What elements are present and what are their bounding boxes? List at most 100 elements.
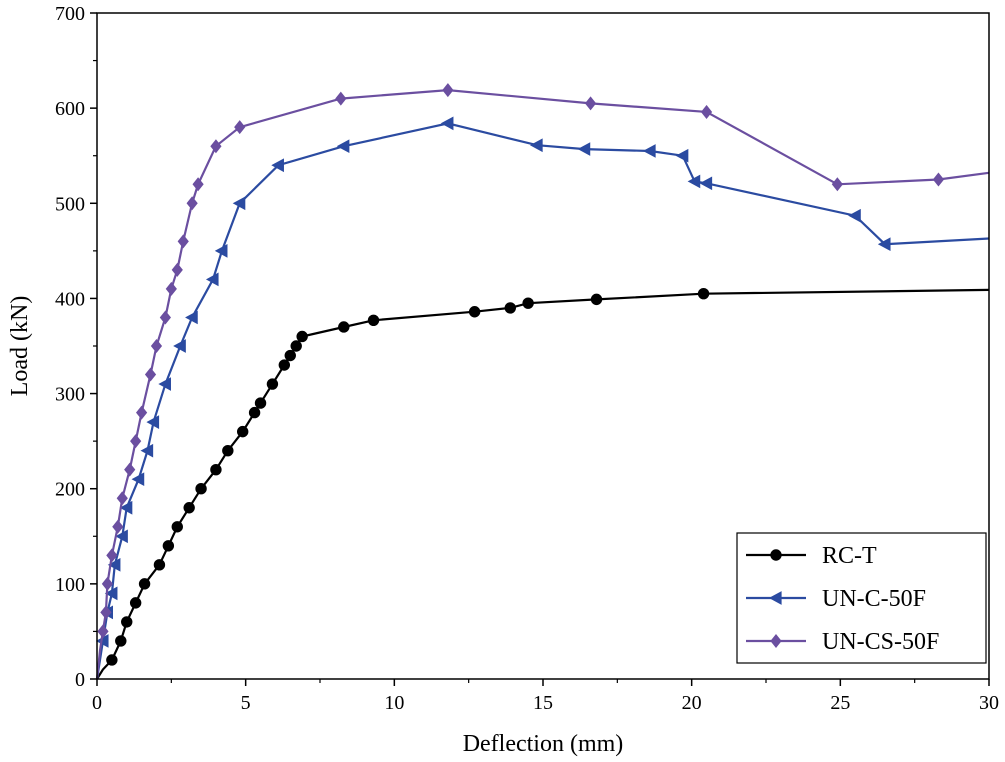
data-point xyxy=(590,293,603,306)
data-point xyxy=(186,196,198,211)
data-point xyxy=(97,624,109,639)
y-tick-label: 500 xyxy=(55,193,85,215)
data-point xyxy=(112,519,124,534)
data-point xyxy=(296,330,308,343)
data-point xyxy=(236,425,249,438)
data-point xyxy=(107,557,121,572)
series-rc-t xyxy=(96,287,990,680)
series-un-cs-50f xyxy=(95,83,990,680)
data-point xyxy=(131,472,145,487)
data-point xyxy=(183,502,195,514)
data-point xyxy=(205,272,219,287)
data-point xyxy=(150,338,163,354)
legend-marker xyxy=(768,591,782,605)
data-point xyxy=(234,120,246,135)
data-point xyxy=(185,310,198,325)
data-point xyxy=(697,287,710,300)
x-tick-label: 10 xyxy=(384,692,404,714)
legend-label: RC-T xyxy=(822,543,877,569)
data-point xyxy=(158,377,171,391)
y-axis-title: Load (kN) xyxy=(7,296,33,397)
x-tick-label: 25 xyxy=(830,692,850,714)
data-point xyxy=(699,176,713,191)
y-tick-label: 700 xyxy=(55,3,85,25)
x-axis-title: Deflection (mm) xyxy=(463,731,624,757)
legend-marker xyxy=(770,633,782,649)
legend-entry: UN-C-50F xyxy=(746,586,926,612)
data-point xyxy=(338,321,350,333)
data-point xyxy=(254,397,267,409)
data-point xyxy=(121,616,133,628)
data-point xyxy=(101,576,114,591)
data-point xyxy=(195,483,207,495)
data-point xyxy=(504,302,516,314)
data-point xyxy=(106,654,118,666)
y-tick-label: 600 xyxy=(55,98,85,120)
data-point xyxy=(104,586,118,601)
data-point xyxy=(271,158,284,173)
data-point xyxy=(831,177,843,192)
data-point xyxy=(192,177,204,192)
data-point xyxy=(468,306,481,318)
data-point xyxy=(284,349,296,362)
x-tick-label: 0 xyxy=(92,692,102,714)
legend-label: UN-CS-50F xyxy=(822,629,939,655)
data-point xyxy=(222,444,234,457)
legend-entry: RC-T xyxy=(746,543,877,569)
data-point xyxy=(106,548,118,563)
y-tick-label: 200 xyxy=(55,479,85,501)
data-point xyxy=(530,138,543,153)
data-point xyxy=(642,144,656,158)
x-tick-label: 5 xyxy=(241,692,251,714)
data-point xyxy=(848,208,861,223)
data-point xyxy=(367,314,380,327)
data-point xyxy=(177,234,189,249)
data-point xyxy=(159,310,171,325)
data-point xyxy=(290,340,302,352)
data-point xyxy=(442,83,454,98)
legend-marker xyxy=(770,549,782,561)
data-point xyxy=(577,142,591,156)
plot-series-layer xyxy=(95,83,990,680)
x-tick-label: 30 xyxy=(979,692,999,714)
data-point xyxy=(210,463,222,476)
data-point xyxy=(932,172,945,187)
data-point xyxy=(115,635,127,647)
data-point xyxy=(440,116,454,131)
x-tick-label: 20 xyxy=(682,692,702,714)
data-point xyxy=(877,237,891,252)
data-point xyxy=(116,491,128,506)
data-point xyxy=(173,339,186,353)
data-point xyxy=(336,139,350,154)
data-point xyxy=(153,559,166,571)
y-tick-label: 300 xyxy=(55,384,85,406)
legend: RC-T UN-C-50F UN-CS-50F xyxy=(736,532,987,664)
data-point xyxy=(146,415,160,429)
data-point xyxy=(119,500,133,515)
data-point xyxy=(214,244,228,258)
data-point xyxy=(124,462,136,477)
data-point xyxy=(140,443,154,458)
data-point xyxy=(266,378,279,390)
data-point xyxy=(100,605,112,620)
data-point xyxy=(171,262,183,277)
data-point xyxy=(248,406,261,419)
legend-label: UN-C-50F xyxy=(822,586,926,612)
y-tick-label: 100 xyxy=(55,574,85,596)
data-point xyxy=(210,139,222,154)
data-point xyxy=(144,367,157,382)
data-point xyxy=(138,578,151,590)
data-point xyxy=(522,297,534,309)
series-line xyxy=(95,88,990,680)
data-point xyxy=(278,359,291,371)
data-point xyxy=(700,104,713,119)
legend-entry: UN-CS-50F xyxy=(746,629,939,655)
data-point xyxy=(675,148,689,163)
data-point xyxy=(162,540,175,552)
data-point xyxy=(232,196,246,211)
y-tick-label: 0 xyxy=(75,669,85,691)
data-point xyxy=(584,96,597,111)
y-tick-label: 400 xyxy=(55,288,85,310)
